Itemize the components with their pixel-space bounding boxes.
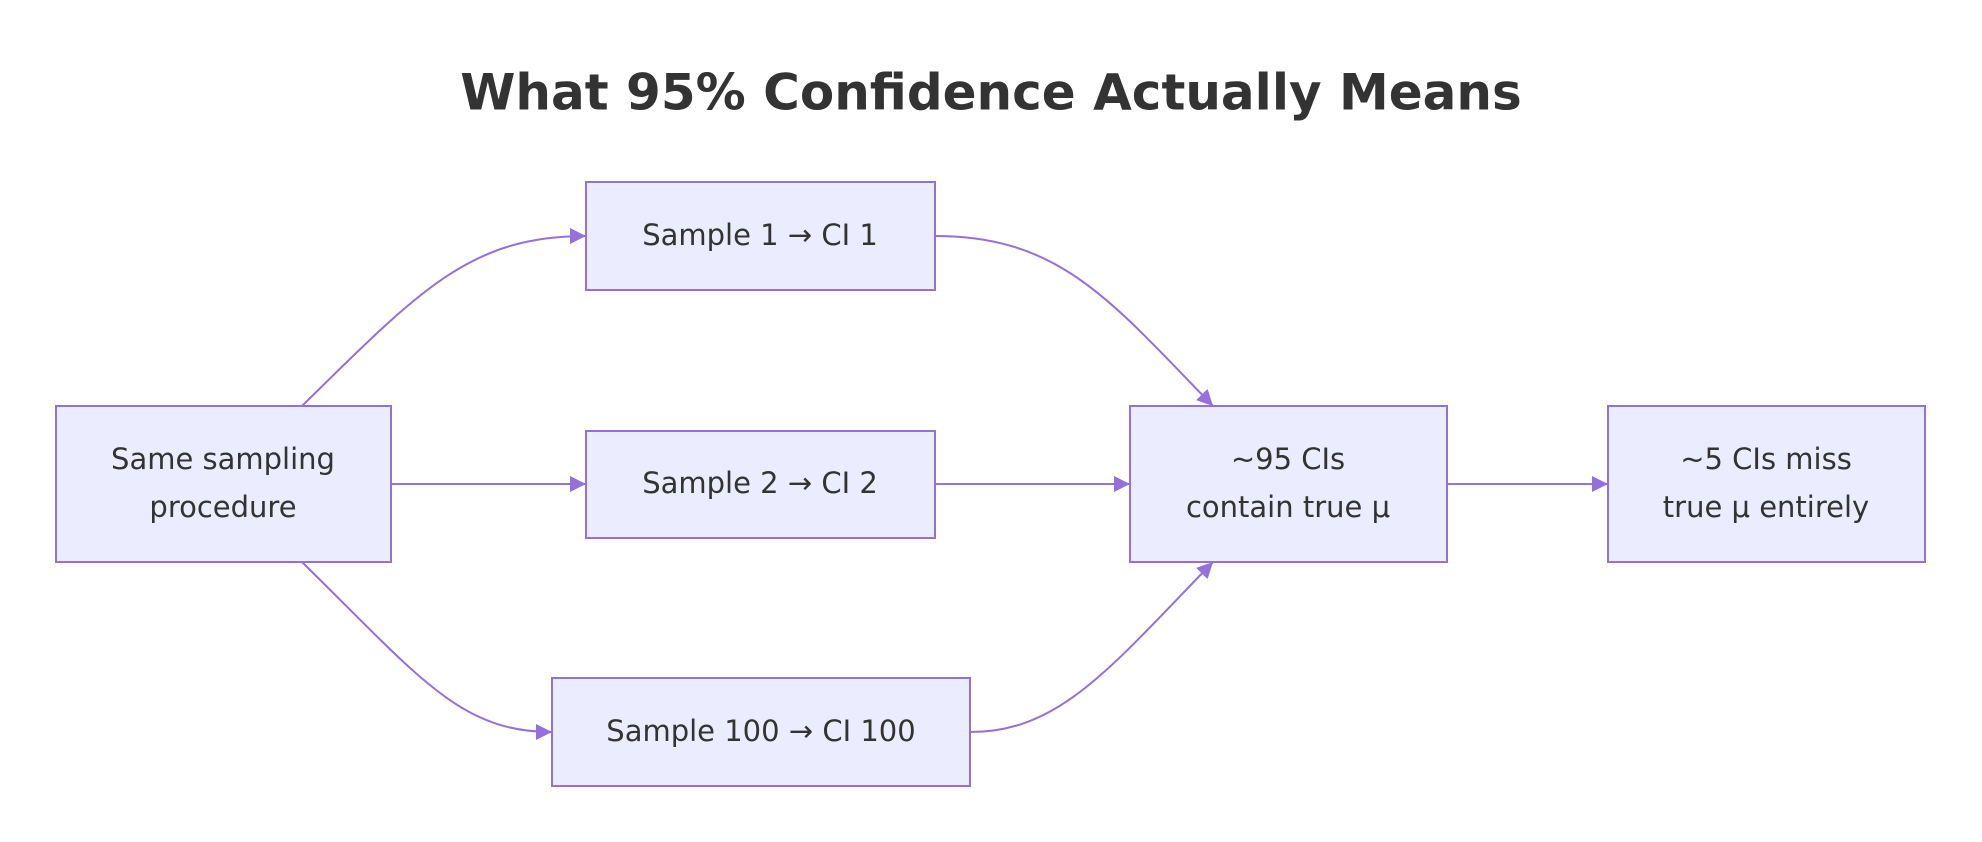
node: Same sampling procedure (55, 405, 392, 563)
node: Sample 100 → CI 100 (551, 677, 971, 787)
node-label: Sample 100 → CI 100 (606, 714, 915, 748)
node-label: contain true μ (1186, 490, 1390, 524)
edge (301, 561, 553, 740)
edge (934, 235, 1214, 407)
edges (301, 228, 1608, 740)
title: What 95% Confidence Actually Means (460, 64, 1521, 122)
node-label: Sample 1 → CI 1 (642, 218, 878, 252)
node-label: ~5 CIs miss (1680, 442, 1852, 476)
node: ~5 CIs miss true μ entirely (1607, 405, 1926, 563)
edge (969, 561, 1214, 733)
edge (301, 228, 587, 407)
node-box (55, 405, 392, 563)
node-label: Same sampling (111, 442, 335, 476)
node-box (585, 430, 936, 539)
node-label: Sample 2 → CI 2 (642, 466, 878, 500)
node: Sample 2 → CI 2 (585, 430, 936, 539)
node: Sample 1 → CI 1 (585, 181, 936, 291)
node-box (1607, 405, 1926, 563)
node-box (585, 181, 936, 291)
node-label: true μ entirely (1663, 490, 1869, 524)
node-box (551, 677, 971, 787)
node-label: procedure (149, 490, 296, 524)
node-label: ~95 CIs (1231, 442, 1345, 476)
node: ~95 CIs contain true μ (1129, 405, 1448, 563)
node-box (1129, 405, 1448, 563)
